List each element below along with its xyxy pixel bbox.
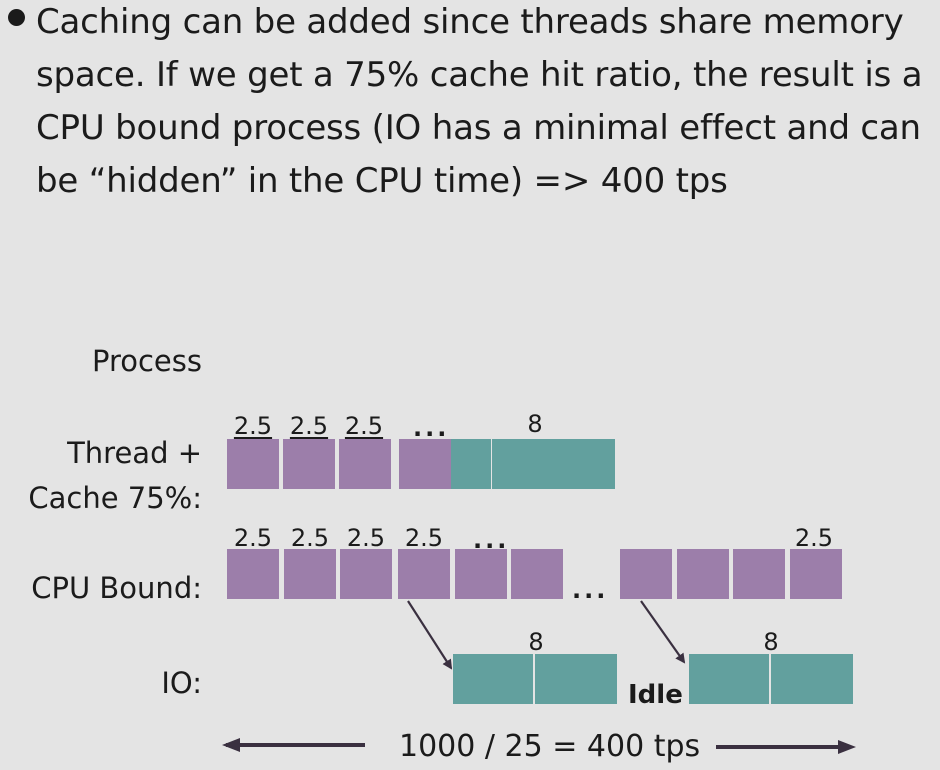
cpu-block [399,439,451,489]
cpu-time-label: 2.5 [404,524,444,552]
cpu-block [283,439,335,489]
thread-cache-label-line2: Cache 75%: [28,481,202,515]
cpu-block [284,549,336,599]
throughput-result: 1000 / 25 = 400 tps [399,729,701,764]
io-block [535,654,617,704]
cpu-time-label: 2.5 [344,412,384,440]
cpu-block [733,549,785,599]
cpu-block [455,549,507,599]
io-start-arrow [407,600,453,670]
cpu-time-label: 2.5 [233,412,273,440]
io-time-label: 8 [763,628,779,656]
bullet-dot-icon [8,9,25,26]
cpu-block [339,439,391,489]
cpu-block [227,549,279,599]
io-time-label: 8 [527,410,543,438]
thread-cache-label-line1: Thread + [67,436,202,470]
idle-label: Idle [628,680,683,710]
io-start-arrow [640,600,686,664]
bullet-text: Caching can be added since threads share… [36,2,923,201]
cpu-block [227,439,279,489]
cpu-time-label: 2.5 [346,524,386,552]
cpu-block [620,549,672,599]
cpu-time-label: 2.5 [289,412,329,440]
cpu-block [790,549,842,599]
cpu-time-label: 2.5 [794,524,834,552]
io-label: IO: [161,666,202,700]
io-block [451,439,491,489]
io-time-label: 8 [528,628,544,656]
cpu-bound-label: CPU Bound: [31,571,202,605]
cpu-time-label: 2.5 [233,524,273,552]
left-arrowhead-icon [222,738,240,752]
process-label: Process [91,344,202,378]
cpu-block [398,549,450,599]
io-block [771,654,853,704]
cpu-time-label: 2.5 [290,524,330,552]
right-arrowhead-icon [838,740,856,754]
ellipsis: ... [413,414,450,442]
ellipsis: ... [473,526,510,554]
io-block [453,654,533,704]
bullet-point: Caching can be added since threads share… [0,0,940,210]
cpu-block [677,549,729,599]
io-block [689,654,769,704]
io-block [492,439,615,489]
ellipsis: ... [572,576,609,604]
cpu-block [511,549,563,599]
cpu-block [340,549,392,599]
